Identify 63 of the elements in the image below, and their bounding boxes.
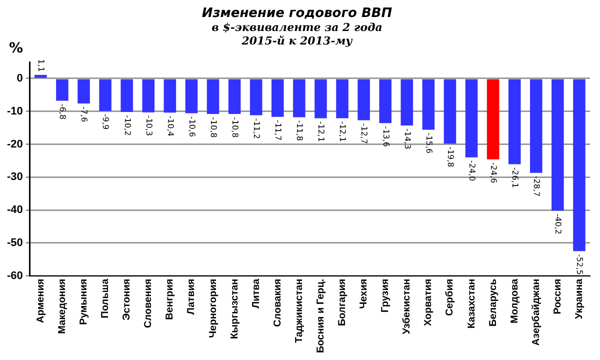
data-label: -10,2 [122, 114, 132, 136]
data-label: 1,1 [36, 59, 46, 72]
y-tick-label: -60 [6, 270, 23, 282]
x-tick-label: Черногория [208, 278, 219, 338]
x-tick-label: Кыргызстан [229, 278, 240, 340]
x-tick-label: Босния и Герц. [315, 278, 326, 354]
x-tick-label: Казахстан [466, 278, 478, 328]
x-tick-label: Грузия [380, 278, 392, 312]
y-tick-label: -20 [6, 138, 23, 150]
chart-title: Изменение годового ВВП [202, 6, 392, 22]
data-label: -26,1 [510, 167, 520, 188]
x-tick-label: Словакия [272, 278, 284, 327]
data-label: -10,8 [208, 116, 218, 138]
data-label: -14,3 [402, 128, 412, 150]
data-label: -12,1 [316, 121, 326, 142]
x-tick-label: Венгрия [164, 278, 176, 320]
data-label: -10,3 [144, 115, 154, 136]
data-label: -11,8 [295, 120, 304, 141]
x-tick-label: Азербайджан [530, 278, 542, 346]
y-axis-title: % [8, 40, 24, 57]
y-tick-label: -50 [6, 236, 23, 249]
y-tick-label: 0 [16, 72, 23, 84]
x-tick-label: Чехия [358, 278, 370, 309]
y-tick-label: -30 [6, 171, 23, 184]
x-tick-label: Польша [100, 278, 112, 318]
data-label: -13,6 [381, 126, 390, 147]
data-label: -10,4 [166, 116, 175, 136]
y-tick-label: -10 [6, 105, 23, 118]
data-label: -19,8 [446, 146, 455, 168]
data-label: -12,7 [360, 123, 369, 144]
x-tick-label: Болгария [337, 278, 348, 326]
data-label: -6,8 [58, 104, 68, 120]
data-label: -52,5 [575, 254, 584, 275]
data-label: -11,7 [274, 120, 283, 141]
x-tick-label: Хорватия [423, 278, 434, 326]
x-tick-label: Украина [574, 278, 585, 320]
data-label: -9,9 [101, 114, 110, 130]
x-tick-label: Узбекистан [402, 278, 413, 334]
x-tick-label: Молдова [509, 278, 520, 324]
data-label: -10,6 [187, 116, 196, 138]
x-tick-label: Беларусь [488, 278, 499, 326]
x-tick-label: Сербия [444, 278, 456, 316]
data-label: -10,8 [230, 116, 240, 138]
data-label: -11,2 [252, 118, 262, 139]
y-tick-label: -40 [6, 204, 23, 216]
data-label: -24,6 [488, 162, 498, 184]
x-tick-label: Македония [56, 278, 68, 334]
x-tick-label: Румыния [78, 278, 90, 325]
text: в $-эквиваленте за 2 года [212, 21, 382, 34]
x-tick-label: Словения [143, 278, 154, 328]
data-label: -28,7 [532, 176, 542, 197]
x-tick-label: Литва [250, 278, 262, 308]
x-tick-label: Таджикистан [294, 278, 305, 344]
data-label: -15,6 [424, 132, 434, 154]
x-tick-label: Армения [35, 278, 46, 323]
data-label: -24,0 [467, 160, 476, 182]
x-tick-label: Латвия [186, 278, 198, 315]
x-tick-label: Россия [552, 278, 564, 314]
x-tick-label: Эстония [122, 278, 133, 320]
data-label: -40,2 [554, 214, 563, 234]
data-label: -12,1 [338, 121, 348, 142]
data-label: -7,6 [80, 106, 89, 122]
text: 2015-й к 2013-му [242, 34, 352, 48]
